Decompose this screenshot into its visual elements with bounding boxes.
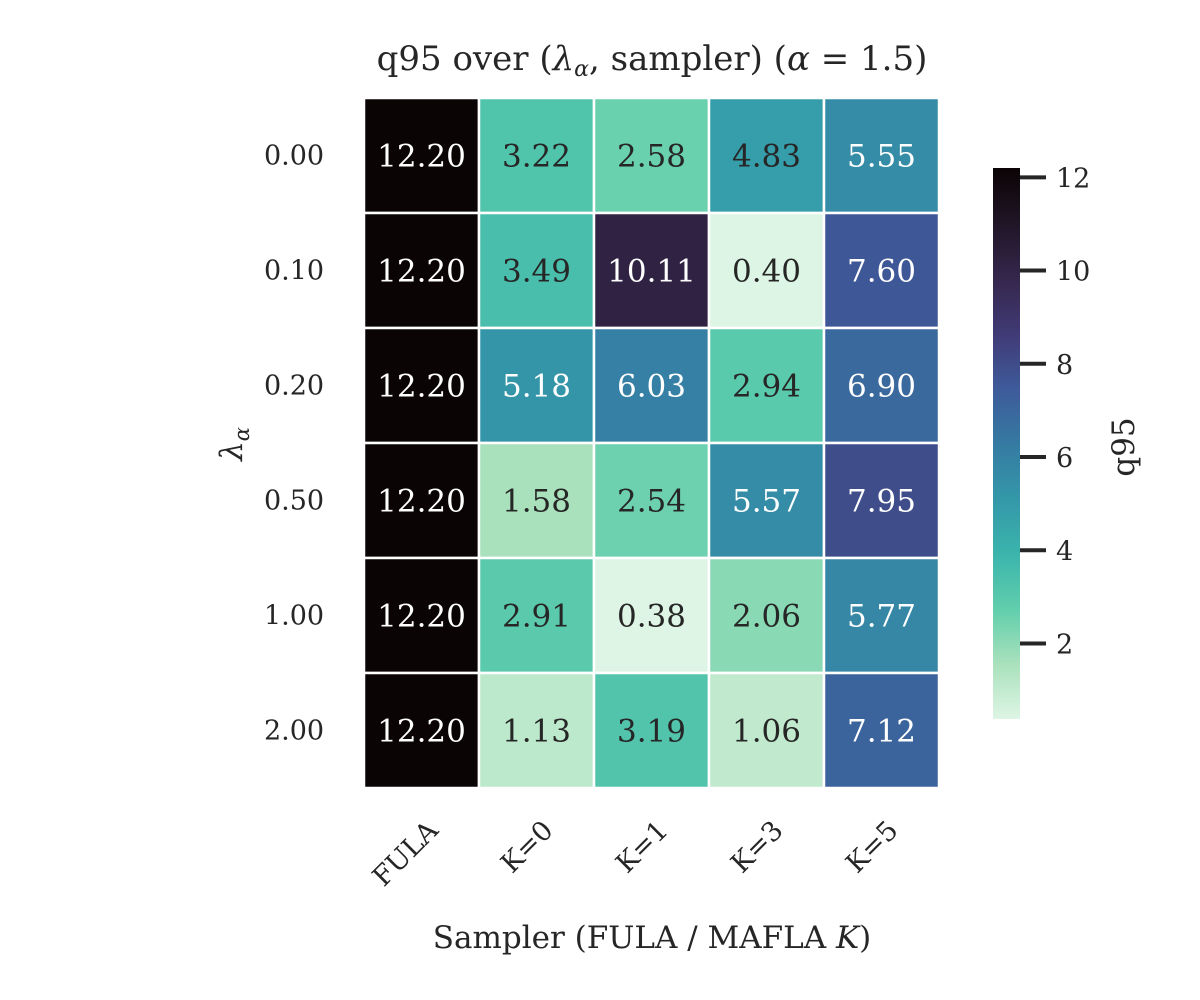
cell-value-label: 6.90 xyxy=(847,369,916,405)
cell-value-label: 2.58 xyxy=(617,139,686,175)
heatmap-cell xyxy=(362,556,481,675)
x-label-italic: K xyxy=(835,920,861,956)
x-tick-label: K=3 xyxy=(725,815,789,879)
x-tick-label: K=0 xyxy=(495,815,559,879)
y-tick-label: 0.50 xyxy=(264,486,324,517)
heatmap-cell xyxy=(592,671,711,790)
heatmap-cell xyxy=(822,211,941,330)
heatmap-cell xyxy=(362,96,481,215)
colorbar-tick-label: 2 xyxy=(1056,629,1073,660)
colorbar-tick-label: 10 xyxy=(1056,257,1090,288)
cell-value-label: 3.49 xyxy=(502,254,571,290)
cell-value-label: 1.06 xyxy=(732,714,801,750)
cell-value-label: 7.60 xyxy=(847,254,916,290)
title-prefix: q95 over ( xyxy=(377,39,553,79)
cell-value-label: 12.20 xyxy=(377,599,466,635)
x-label-prefix: Sampler (FULA / MAFLA xyxy=(433,920,836,956)
cell-value-label: 5.57 xyxy=(732,484,801,520)
cell-value-label: 5.55 xyxy=(847,139,916,175)
title-lambda-subscript: α xyxy=(574,57,589,82)
chart-title: q95 over (λα, sampler) (α = 1.5) xyxy=(377,39,928,82)
cell-value-label: 6.03 xyxy=(617,369,686,405)
colorbar-label: q95 xyxy=(1106,417,1142,476)
y-tick-label: 1.00 xyxy=(264,601,324,632)
cell-value-label: 2.06 xyxy=(732,599,801,635)
heatmap-cell-labels: 12.20 3.22 2.58 4.83 5.55 12.20 3.49 10.11 0.40 7… xyxy=(377,139,916,750)
cell-value-label: 12.20 xyxy=(377,369,466,405)
heatmap-cell xyxy=(362,441,481,560)
cell-value-label: 3.22 xyxy=(502,139,571,175)
x-axis-label: Sampler (FULA / MAFLA K) xyxy=(433,920,872,956)
cell-value-label: 2.54 xyxy=(617,484,686,520)
heatmap-cell xyxy=(592,211,711,330)
cell-value-label: 10.11 xyxy=(607,254,696,290)
cell-value-label: 2.94 xyxy=(732,369,801,405)
cell-value-label: 1.13 xyxy=(502,714,571,750)
y-axis-label: λα xyxy=(214,427,254,463)
cell-value-label: 0.38 xyxy=(617,599,686,635)
heatmap-cell xyxy=(477,326,596,445)
heatmap-cell xyxy=(592,441,711,560)
x-tick-label: K=5 xyxy=(840,815,904,879)
y-tick-label: 2.00 xyxy=(264,716,324,747)
x-tick-label: FULA xyxy=(367,815,445,893)
heatmap-cell xyxy=(592,556,711,675)
x-tick-label: K=1 xyxy=(610,815,674,879)
heatmap-cell xyxy=(822,671,941,790)
cell-value-label: 5.77 xyxy=(847,599,916,635)
cell-value-label: 0.40 xyxy=(732,254,801,290)
cell-value-label: 4.83 xyxy=(732,139,801,175)
cell-value-label: 12.20 xyxy=(377,254,466,290)
y-label-symbol: λ xyxy=(214,441,250,463)
x-tick-labels: FULA K=0 K=1 K=3 K=5 xyxy=(367,815,905,893)
colorbar-tick-label: 4 xyxy=(1056,536,1073,567)
title-alpha-symbol: α xyxy=(787,39,810,79)
cell-value-label: 5.18 xyxy=(502,369,571,405)
colorbar-ticks: 2 4 6 8 10 12 xyxy=(1020,163,1090,660)
title-lambda-symbol: λ xyxy=(551,39,575,79)
cell-value-label: 2.91 xyxy=(502,599,571,635)
cell-value-label: 12.20 xyxy=(377,714,466,750)
heatmap-cell xyxy=(477,96,596,215)
y-tick-label: 0.10 xyxy=(264,256,324,287)
cell-value-label: 12.20 xyxy=(377,139,466,175)
cell-value-label: 3.19 xyxy=(617,714,686,750)
cell-value-label: 12.20 xyxy=(377,484,466,520)
colorbar-tick-label: 8 xyxy=(1056,350,1073,381)
heatmap-cell xyxy=(477,441,596,560)
heatmap-cell xyxy=(477,556,596,675)
heatmap-cell xyxy=(822,441,941,560)
title-middle: , sampler) ( xyxy=(589,39,787,79)
y-tick-label: 0.00 xyxy=(264,141,324,172)
cell-value-label: 1.58 xyxy=(502,484,571,520)
y-tick-label: 0.20 xyxy=(264,371,324,402)
heatmap-cell xyxy=(707,671,826,790)
cell-value-label: 7.12 xyxy=(847,714,916,750)
cell-value-label: 7.95 xyxy=(847,484,916,520)
y-tick-labels: 0.00 0.10 0.20 0.50 1.00 2.00 xyxy=(264,141,324,747)
colorbar-tick-label: 6 xyxy=(1056,443,1073,474)
title-alpha-value: = 1.5) xyxy=(810,39,927,79)
heatmap-cell xyxy=(477,671,596,790)
heatmap-cells xyxy=(362,96,941,790)
heatmap-cell xyxy=(707,441,826,560)
y-label-subscript: α xyxy=(230,427,254,441)
heatmap-cell xyxy=(707,326,826,445)
heatmap-cell xyxy=(362,211,481,330)
x-label-suffix: ) xyxy=(859,920,871,956)
colorbar-tick-label: 12 xyxy=(1056,163,1090,194)
colorbar xyxy=(993,168,1020,719)
